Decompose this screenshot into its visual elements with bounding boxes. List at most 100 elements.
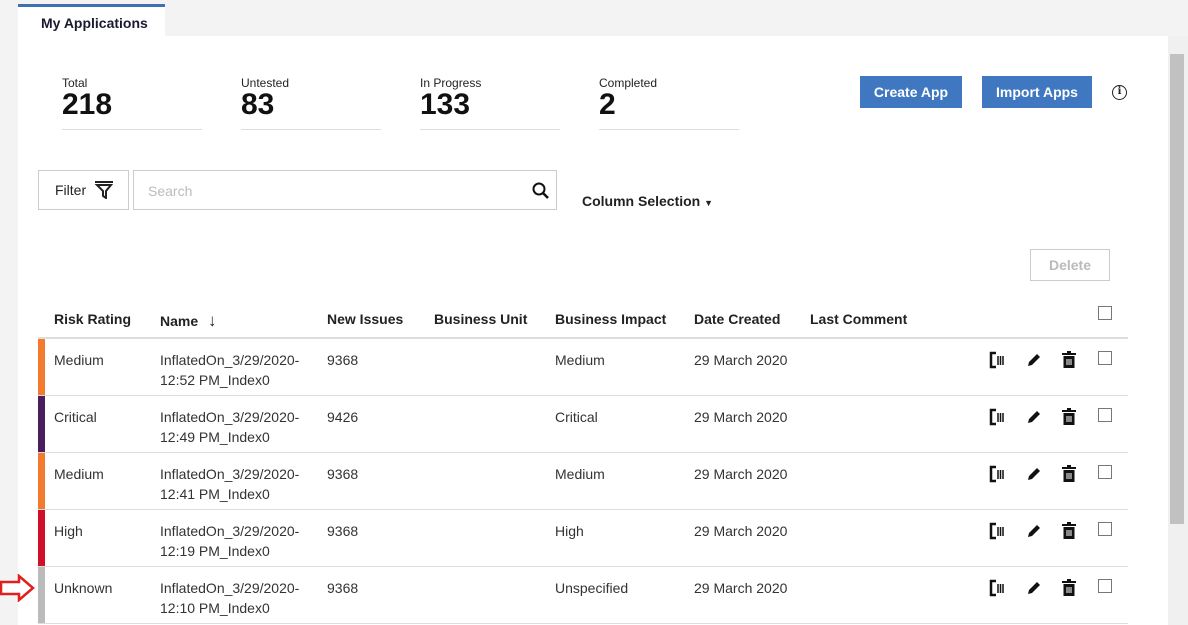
row-checkbox[interactable] xyxy=(1098,351,1112,365)
app-name[interactable]: InflatedOn_3/29/2020- 12:52 PM_Index0 xyxy=(160,350,299,390)
risk-rating: Medium xyxy=(54,352,104,368)
col-name[interactable]: Name ↓ xyxy=(160,311,217,331)
risk-rating: Unknown xyxy=(54,580,113,596)
table-row[interactable]: Medium InflatedOn_3/29/2020- 12:52 PM_Ind… xyxy=(38,339,1128,396)
stat-label: Total xyxy=(62,76,88,90)
edit-icon[interactable] xyxy=(1025,408,1043,426)
table-row[interactable]: Medium InflatedOn_3/29/2020- 12:41 PM_Ind… xyxy=(38,453,1128,510)
app-name-line2: 12:52 PM_Index0 xyxy=(160,372,270,388)
table-row[interactable]: Unknown InflatedOn_3/29/2020- 12:10 PM_In… xyxy=(38,567,1128,624)
business-impact: High xyxy=(555,523,584,539)
app-name-line2: 12:10 PM_Index0 xyxy=(160,600,270,616)
col-date-created[interactable]: Date Created xyxy=(694,311,781,327)
date-created: 29 March 2020 xyxy=(694,352,788,368)
app-name[interactable]: InflatedOn_3/29/2020- 12:41 PM_Index0 xyxy=(160,464,299,504)
stat-label: In Progress xyxy=(420,76,482,90)
app-name-line1: InflatedOn_3/29/2020- xyxy=(160,466,300,482)
stat-in-progress: In Progress 133 xyxy=(420,76,560,130)
column-selection-dropdown[interactable]: Column Selection ▼ xyxy=(582,193,713,209)
app-name[interactable]: InflatedOn_3/29/2020- 12:19 PM_Index0 xyxy=(160,521,299,561)
search-icon[interactable] xyxy=(532,182,550,200)
select-all-checkbox[interactable] xyxy=(1098,306,1112,320)
col-business-impact[interactable]: Business Impact xyxy=(555,311,667,327)
delete-button[interactable]: Delete xyxy=(1030,249,1110,281)
create-app-button[interactable]: Create App xyxy=(860,76,962,108)
business-impact: Medium xyxy=(555,466,605,482)
report-icon[interactable] xyxy=(989,579,1005,597)
sort-down-icon: ↓ xyxy=(208,311,217,330)
column-selection-label: Column Selection xyxy=(582,193,701,209)
table-row[interactable]: Critical InflatedOn_3/29/2020- 12:49 PM_I… xyxy=(38,396,1128,453)
stat-value: 133 xyxy=(420,88,471,121)
risk-rating: High xyxy=(54,523,83,539)
row-checkbox[interactable] xyxy=(1098,408,1112,422)
date-created: 29 March 2020 xyxy=(694,409,788,425)
report-icon[interactable] xyxy=(989,465,1005,483)
app-name[interactable]: InflatedOn_3/29/2020- 12:49 PM_Index0 xyxy=(160,407,299,447)
new-issues: 9368 xyxy=(327,523,359,539)
app-name-line2: 12:49 PM_Index0 xyxy=(160,429,270,445)
stat-value: 83 xyxy=(241,88,275,121)
risk-color-bar xyxy=(38,567,45,623)
new-issues: 9426 xyxy=(327,409,359,425)
tab-my-applications[interactable]: My Applications xyxy=(18,4,165,37)
report-icon[interactable] xyxy=(989,522,1005,540)
new-issues: 9368 xyxy=(327,466,359,482)
business-impact: Medium xyxy=(555,352,605,368)
stat-total: Total 218 xyxy=(62,76,202,130)
annotation-arrow-icon xyxy=(0,574,35,602)
edit-icon[interactable] xyxy=(1025,522,1043,540)
row-checkbox[interactable] xyxy=(1098,522,1112,536)
app-name-line1: InflatedOn_3/29/2020- xyxy=(160,409,300,425)
date-created: 29 March 2020 xyxy=(694,523,788,539)
new-issues: 9368 xyxy=(327,352,359,368)
risk-rating: Critical xyxy=(54,409,97,425)
info-icon[interactable]: i xyxy=(1112,85,1127,100)
risk-color-bar xyxy=(38,453,45,509)
filter-button[interactable]: Filter xyxy=(38,170,129,210)
app-name-line2: 12:19 PM_Index0 xyxy=(160,543,270,559)
stat-value: 2 xyxy=(599,88,616,121)
app-name-line1: InflatedOn_3/29/2020- xyxy=(160,523,300,539)
trash-icon[interactable] xyxy=(1061,522,1077,540)
trash-icon[interactable] xyxy=(1061,351,1077,369)
stat-completed: Completed 2 xyxy=(599,76,739,130)
app-name[interactable]: InflatedOn_3/29/2020- 12:10 PM_Index0 xyxy=(160,578,299,618)
row-checkbox[interactable] xyxy=(1098,465,1112,479)
trash-icon[interactable] xyxy=(1061,579,1077,597)
risk-rating: Medium xyxy=(54,466,104,482)
col-risk-rating[interactable]: Risk Rating xyxy=(54,311,132,327)
col-last-comment[interactable]: Last Comment xyxy=(810,311,908,327)
risk-color-bar xyxy=(38,339,45,395)
edit-icon[interactable] xyxy=(1025,579,1043,597)
app-name-line1: InflatedOn_3/29/2020- xyxy=(160,580,300,596)
date-created: 29 March 2020 xyxy=(694,580,788,596)
edit-icon[interactable] xyxy=(1025,351,1043,369)
app-name-line2: 12:41 PM_Index0 xyxy=(160,486,270,502)
search-input[interactable]: Search xyxy=(133,170,557,210)
stat-label: Completed xyxy=(599,76,658,90)
import-apps-button[interactable]: Import Apps xyxy=(982,76,1092,108)
table-row[interactable]: High InflatedOn_3/29/2020- 12:19 PM_Index… xyxy=(38,510,1128,567)
caret-down-icon: ▼ xyxy=(704,198,714,208)
col-business-unit[interactable]: Business Unit xyxy=(434,311,528,327)
business-impact: Unspecified xyxy=(555,580,629,596)
col-name-label: Name xyxy=(160,313,199,329)
trash-icon[interactable] xyxy=(1061,465,1077,483)
scrollbar[interactable] xyxy=(1168,36,1188,625)
report-icon[interactable] xyxy=(989,351,1005,369)
row-checkbox[interactable] xyxy=(1098,579,1112,593)
report-icon[interactable] xyxy=(989,408,1005,426)
filter-icon xyxy=(94,181,114,199)
scrollbar-thumb[interactable] xyxy=(1170,54,1184,524)
new-issues: 9368 xyxy=(327,580,359,596)
risk-color-bar xyxy=(38,510,45,566)
stat-label: Untested xyxy=(241,76,290,90)
col-new-issues[interactable]: New Issues xyxy=(327,311,404,327)
stat-value: 218 xyxy=(62,88,113,121)
trash-icon[interactable] xyxy=(1061,408,1077,426)
risk-color-bar xyxy=(38,396,45,452)
table-header: Risk Rating Name ↓ New Issues Business U… xyxy=(38,302,1128,339)
edit-icon[interactable] xyxy=(1025,465,1043,483)
date-created: 29 March 2020 xyxy=(694,466,788,482)
